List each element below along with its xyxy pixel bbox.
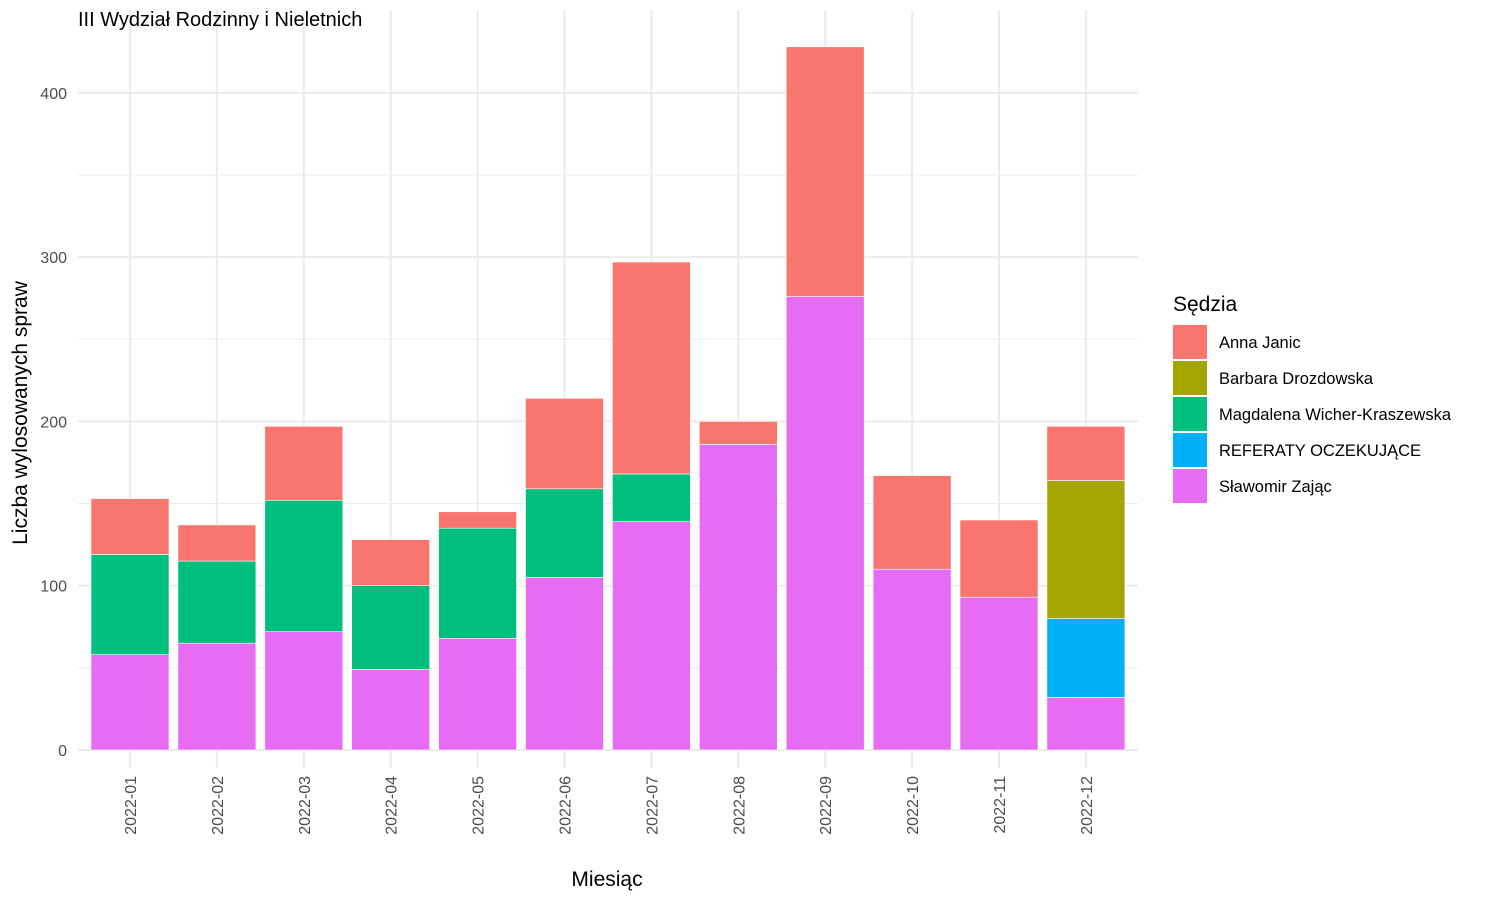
legend-swatch [1173, 433, 1207, 467]
legend-swatch [1173, 325, 1207, 359]
bar-segment [177, 560, 257, 644]
bar-segment [612, 473, 691, 522]
y-tick-label: 200 [40, 414, 67, 431]
x-tick-label: 2022-01 [123, 776, 140, 835]
bar-segment [1046, 426, 1126, 481]
bar-segment [351, 669, 431, 751]
bar-segment [177, 642, 257, 751]
bar-segment [525, 577, 604, 751]
bar-segment [785, 46, 865, 297]
y-axis-ticks: 0 100 200 300 400 [40, 86, 67, 760]
bar-segment [612, 261, 691, 475]
legend-label: REFERATY OCZEKUJĄCE [1219, 442, 1421, 460]
bar-segment [264, 499, 344, 633]
x-tick-label: 2022-10 [905, 776, 922, 835]
bar-segment [351, 539, 431, 586]
bar-segment [525, 398, 604, 490]
bar-segment [1046, 697, 1126, 751]
y-tick-label: 0 [58, 743, 67, 760]
x-tick-label: 2022-04 [384, 776, 401, 835]
y-tick-label: 100 [40, 579, 67, 596]
x-axis-title: Miesiąc [571, 868, 642, 891]
x-tick-label: 2022-05 [471, 776, 488, 835]
x-tick-label: 2022-02 [210, 776, 227, 835]
legend: Sędzia Anna Janic Barbara Drozdowska Magda… [1173, 293, 1452, 503]
bar-segment [872, 568, 952, 751]
bar-segment [438, 637, 517, 751]
x-tick-label: 2022-03 [297, 776, 314, 835]
y-tick-label: 300 [40, 250, 67, 267]
x-tick-label: 2022-09 [818, 776, 835, 835]
bar-segment [785, 296, 865, 751]
legend-label: Barbara Drozdowska [1219, 370, 1374, 388]
x-tick-label: 2022-06 [558, 776, 575, 835]
legend-swatch [1173, 397, 1207, 431]
bar-segment [264, 426, 344, 501]
legend-swatch [1173, 469, 1207, 503]
bar-segment [351, 585, 431, 670]
bar-segment [612, 521, 691, 751]
bar-segment [698, 421, 778, 445]
bar-segment [90, 654, 170, 751]
bar-segment [90, 554, 170, 656]
legend-label: Sławomir Zając [1219, 478, 1332, 496]
x-axis-ticks: 2022-01 2022-02 2022-03 2022-04 2022-05 2022-… [123, 776, 1096, 835]
bars [90, 46, 1126, 751]
legend-swatch [1173, 361, 1207, 395]
bar-segment [525, 488, 604, 578]
bar-segment [959, 596, 1039, 751]
bar-segment [959, 519, 1039, 598]
bar-segment [872, 475, 952, 570]
bar-segment [438, 511, 517, 529]
bar-segment [1046, 480, 1126, 619]
bar-segment [698, 444, 778, 751]
bar-segment [177, 524, 257, 562]
legend-label: Anna Janic [1219, 334, 1301, 352]
x-tick-label: 2022-08 [731, 776, 748, 835]
y-axis-title: Liczba wylosowanych spraw [9, 280, 32, 545]
chart-title: III Wydział Rodzinny i Nieletnich [78, 9, 362, 31]
legend-items: Anna Janic Barbara Drozdowska Magdalena Wi… [1173, 325, 1452, 503]
bar-segment [90, 498, 170, 555]
y-tick-label: 400 [40, 86, 67, 103]
x-tick-label: 2022-07 [644, 776, 661, 835]
x-tick-label: 2022-12 [1079, 776, 1096, 835]
bar-segment [438, 527, 517, 639]
bar-segment [1046, 618, 1126, 698]
legend-label: Magdalena Wicher-Kraszewska [1219, 406, 1452, 424]
legend-title: Sędzia [1173, 293, 1238, 316]
bar-segment [264, 631, 344, 751]
x-tick-label: 2022-11 [992, 776, 1009, 834]
